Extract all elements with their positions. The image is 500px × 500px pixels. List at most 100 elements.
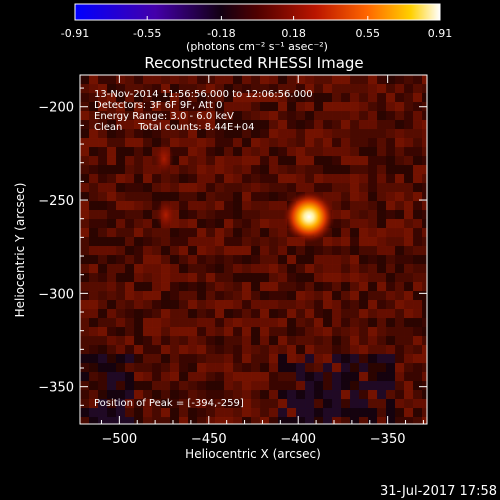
heat-cell bbox=[287, 327, 297, 337]
heat-cell bbox=[107, 201, 117, 211]
heat-cell bbox=[386, 201, 396, 211]
heat-cell bbox=[269, 363, 279, 373]
heat-cell bbox=[107, 147, 117, 157]
heat-cell bbox=[404, 327, 414, 337]
heat-cell bbox=[377, 228, 387, 238]
heat-cell bbox=[395, 345, 405, 355]
heat-cell bbox=[80, 237, 90, 247]
plot-frame bbox=[79, 74, 428, 425]
heat-cell bbox=[215, 120, 225, 130]
heat-cell bbox=[80, 264, 90, 274]
heat-cell bbox=[323, 147, 333, 157]
heat-cell bbox=[386, 174, 396, 184]
heat-cell bbox=[377, 201, 387, 211]
heat-cell bbox=[197, 264, 207, 274]
annotation-clean-counts: Clean Total counts: 8.44E+04 bbox=[94, 122, 254, 133]
heat-cell bbox=[170, 273, 180, 283]
heat-cell bbox=[260, 237, 270, 247]
heat-cell bbox=[152, 111, 162, 121]
heat-cell bbox=[341, 345, 351, 355]
heat-cell bbox=[197, 336, 207, 346]
heat-cell bbox=[143, 120, 153, 130]
heat-cell bbox=[242, 318, 252, 328]
heat-cell bbox=[143, 300, 153, 310]
heat-cell bbox=[224, 129, 234, 139]
heat-cell bbox=[422, 354, 427, 364]
heat-cell bbox=[116, 282, 126, 292]
heat-cell bbox=[134, 372, 144, 382]
heat-cell bbox=[80, 219, 90, 229]
heat-cell bbox=[404, 219, 414, 229]
heat-cell bbox=[143, 255, 153, 265]
heat-cell bbox=[161, 381, 171, 391]
heat-cell bbox=[80, 93, 90, 103]
heat-cell bbox=[269, 156, 279, 166]
heat-cell bbox=[260, 219, 270, 229]
heat-cell bbox=[251, 255, 261, 265]
heat-cell bbox=[179, 84, 189, 94]
heat-cell bbox=[233, 372, 243, 382]
heat-cell bbox=[179, 363, 189, 373]
heat-cell bbox=[107, 219, 117, 229]
heat-cell bbox=[350, 237, 360, 247]
heat-cell bbox=[278, 273, 288, 283]
heat-cell bbox=[395, 192, 405, 202]
heat-cell bbox=[134, 138, 144, 148]
heat-cell bbox=[368, 102, 378, 112]
heat-cell bbox=[116, 381, 126, 391]
heat-cell bbox=[323, 408, 333, 418]
heat-cell bbox=[224, 246, 234, 256]
heat-cell bbox=[170, 120, 180, 130]
heat-cell bbox=[242, 210, 252, 220]
heat-cell bbox=[206, 273, 216, 283]
heat-cell bbox=[170, 408, 180, 418]
heat-cell bbox=[80, 300, 90, 310]
heat-cell bbox=[350, 408, 360, 418]
heat-cell bbox=[251, 165, 261, 175]
heat-cell bbox=[170, 417, 180, 424]
heat-cell bbox=[242, 354, 252, 364]
heat-cell bbox=[368, 336, 378, 346]
heat-cell bbox=[188, 399, 198, 409]
heat-cell bbox=[323, 174, 333, 184]
heat-cell bbox=[395, 417, 405, 424]
heat-cell bbox=[251, 363, 261, 373]
heat-cell bbox=[188, 372, 198, 382]
heat-cell bbox=[233, 264, 243, 274]
heat-cell bbox=[143, 318, 153, 328]
heat-cell bbox=[98, 318, 108, 328]
heat-cell bbox=[215, 111, 225, 121]
colorbar-tick-label: 0.55 bbox=[356, 27, 381, 40]
heat-cell bbox=[206, 390, 216, 400]
heat-cell bbox=[98, 201, 108, 211]
heat-cell bbox=[404, 192, 414, 202]
heat-cell bbox=[125, 264, 135, 274]
heat-cell bbox=[341, 273, 351, 283]
heat-cell bbox=[134, 228, 144, 238]
heat-cell bbox=[224, 111, 234, 121]
heat-cell bbox=[242, 390, 252, 400]
heat-cell bbox=[125, 363, 135, 373]
heat-cell bbox=[107, 102, 117, 112]
heat-cell bbox=[368, 399, 378, 409]
heat-cell bbox=[89, 129, 99, 139]
heat-cell bbox=[89, 255, 99, 265]
heat-cell bbox=[98, 291, 108, 301]
heat-cell bbox=[89, 102, 99, 112]
heat-cell bbox=[125, 354, 135, 364]
heat-cell bbox=[332, 183, 342, 193]
heat-cell bbox=[197, 237, 207, 247]
colorbar-tick-label: -0.18 bbox=[207, 27, 235, 40]
heat-cell bbox=[233, 237, 243, 247]
heat-cell bbox=[116, 183, 126, 193]
heat-cell bbox=[242, 255, 252, 265]
heat-cell bbox=[134, 183, 144, 193]
heat-cell bbox=[341, 255, 351, 265]
heat-cell bbox=[269, 138, 279, 148]
heat-cell bbox=[377, 282, 387, 292]
heat-cell bbox=[314, 183, 324, 193]
heat-cell bbox=[377, 93, 387, 103]
heat-cell bbox=[350, 399, 360, 409]
heat-cell bbox=[224, 138, 234, 148]
peak-source bbox=[282, 190, 335, 243]
